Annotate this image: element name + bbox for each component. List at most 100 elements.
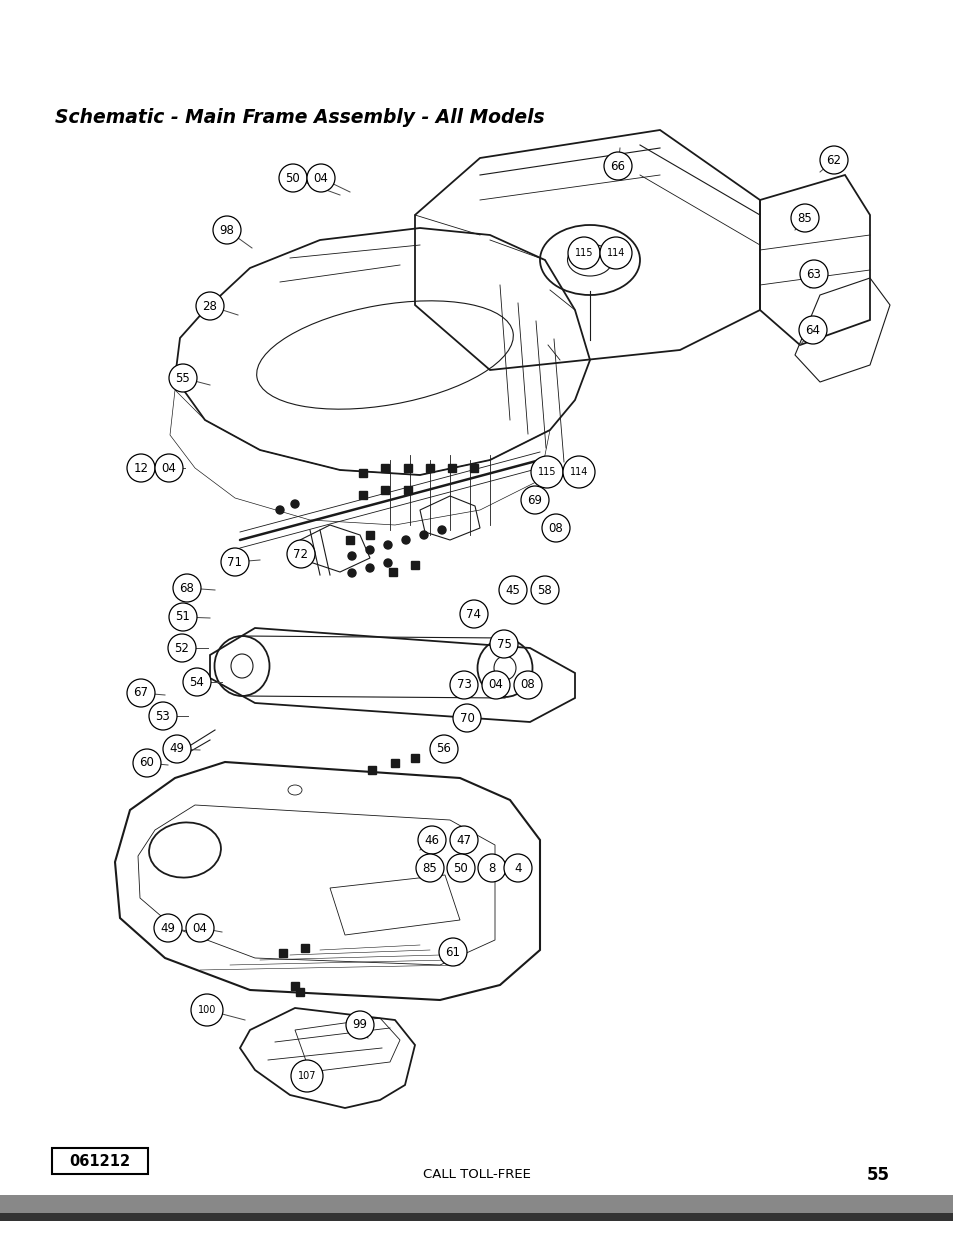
Circle shape xyxy=(520,487,548,514)
Text: 60: 60 xyxy=(139,757,154,769)
Bar xyxy=(432,748,439,756)
Circle shape xyxy=(168,634,195,662)
Text: 50: 50 xyxy=(285,172,300,184)
Circle shape xyxy=(183,668,211,697)
Circle shape xyxy=(567,237,599,269)
Text: 100: 100 xyxy=(197,1005,216,1015)
Circle shape xyxy=(603,152,631,180)
Bar xyxy=(470,464,477,472)
Text: 75: 75 xyxy=(497,637,511,651)
Circle shape xyxy=(599,237,631,269)
Bar xyxy=(295,988,304,995)
Text: 107: 107 xyxy=(297,1071,315,1081)
Text: 74: 74 xyxy=(466,608,481,620)
Circle shape xyxy=(531,576,558,604)
Text: 58: 58 xyxy=(537,583,552,597)
Text: 85: 85 xyxy=(422,862,436,874)
Circle shape xyxy=(366,546,374,555)
Bar xyxy=(301,944,309,952)
Text: 28: 28 xyxy=(202,300,217,312)
Text: 56: 56 xyxy=(436,742,451,756)
Bar xyxy=(291,982,298,990)
Bar xyxy=(391,760,398,767)
Circle shape xyxy=(503,853,532,882)
Circle shape xyxy=(800,261,827,288)
Circle shape xyxy=(438,939,467,966)
Text: 114: 114 xyxy=(606,248,624,258)
Text: 99: 99 xyxy=(352,1019,367,1031)
Bar xyxy=(403,464,412,472)
Text: 114: 114 xyxy=(569,467,588,477)
Text: 53: 53 xyxy=(155,709,171,722)
Text: 71: 71 xyxy=(227,556,242,568)
Text: 85: 85 xyxy=(797,211,812,225)
Circle shape xyxy=(348,552,355,559)
Bar xyxy=(52,1149,148,1174)
Circle shape xyxy=(459,600,488,629)
Text: 49: 49 xyxy=(160,921,175,935)
Text: 12: 12 xyxy=(133,462,149,474)
Circle shape xyxy=(437,526,446,534)
Circle shape xyxy=(430,735,457,763)
Text: 69: 69 xyxy=(527,494,542,506)
Text: 61: 61 xyxy=(445,946,460,958)
Text: 061212: 061212 xyxy=(70,1153,131,1168)
Bar xyxy=(448,464,456,472)
Circle shape xyxy=(287,540,314,568)
Circle shape xyxy=(154,454,183,482)
Text: 49: 49 xyxy=(170,742,184,756)
Text: 45: 45 xyxy=(505,583,520,597)
Circle shape xyxy=(278,164,307,191)
Circle shape xyxy=(447,853,475,882)
Circle shape xyxy=(291,1060,323,1092)
Bar xyxy=(368,766,375,774)
Text: 68: 68 xyxy=(179,582,194,594)
Bar xyxy=(358,492,367,499)
Text: Schematic - Main Frame Assembly - All Models: Schematic - Main Frame Assembly - All Mo… xyxy=(55,107,544,127)
Circle shape xyxy=(127,454,154,482)
Text: 73: 73 xyxy=(456,678,471,692)
Circle shape xyxy=(275,506,284,514)
Bar xyxy=(278,948,287,957)
Circle shape xyxy=(417,826,446,853)
Circle shape xyxy=(186,914,213,942)
Circle shape xyxy=(453,704,480,732)
Text: 50: 50 xyxy=(453,862,468,874)
Circle shape xyxy=(221,548,249,576)
Text: CALL TOLL-FREE: CALL TOLL-FREE xyxy=(422,1168,531,1182)
Circle shape xyxy=(191,994,223,1026)
Circle shape xyxy=(291,500,298,508)
Bar xyxy=(0,1213,953,1221)
Circle shape xyxy=(799,316,826,345)
Text: 55: 55 xyxy=(865,1166,888,1184)
Bar xyxy=(380,464,389,472)
Circle shape xyxy=(149,701,177,730)
Circle shape xyxy=(481,671,510,699)
Bar xyxy=(0,1195,953,1213)
Circle shape xyxy=(450,826,477,853)
Circle shape xyxy=(820,146,847,174)
Text: 115: 115 xyxy=(574,248,593,258)
Text: 52: 52 xyxy=(174,641,190,655)
Circle shape xyxy=(541,514,569,542)
Text: 04: 04 xyxy=(193,921,207,935)
Text: 72: 72 xyxy=(294,547,308,561)
Bar xyxy=(380,487,389,494)
Text: 08: 08 xyxy=(520,678,535,692)
Bar xyxy=(426,464,434,472)
Circle shape xyxy=(169,364,196,391)
Circle shape xyxy=(498,576,526,604)
Bar xyxy=(358,469,367,477)
Text: 51: 51 xyxy=(175,610,191,624)
Bar xyxy=(411,755,418,762)
Text: 63: 63 xyxy=(805,268,821,280)
Circle shape xyxy=(384,559,392,567)
Text: 04: 04 xyxy=(161,462,176,474)
Circle shape xyxy=(163,735,191,763)
Circle shape xyxy=(531,456,562,488)
Circle shape xyxy=(514,671,541,699)
Circle shape xyxy=(419,531,428,538)
Text: 70: 70 xyxy=(459,711,474,725)
Bar xyxy=(403,487,412,494)
Text: 8: 8 xyxy=(488,862,496,874)
